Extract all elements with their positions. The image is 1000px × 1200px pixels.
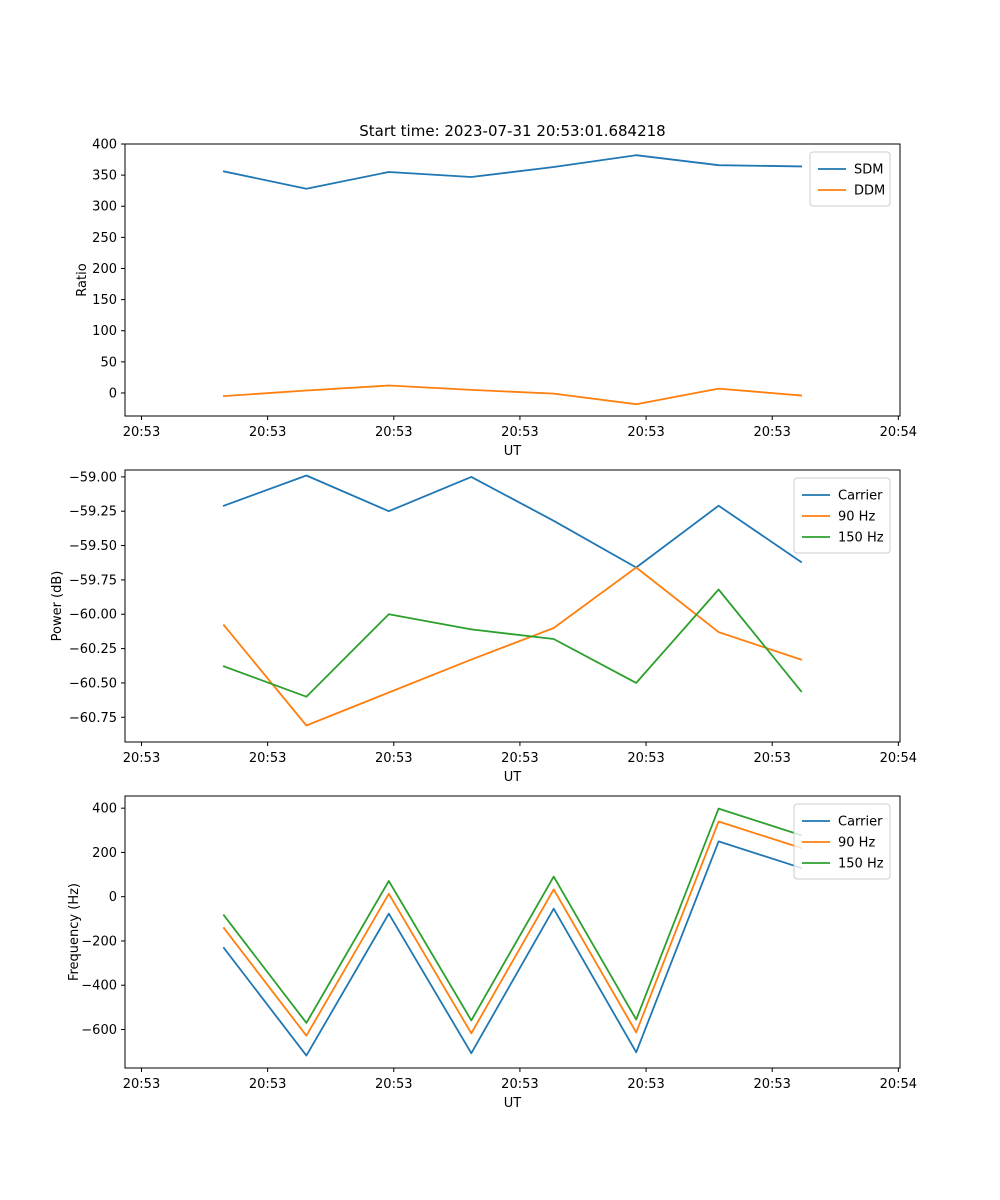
y-tick-label: 50 bbox=[100, 355, 117, 370]
chart-panel-1: Start time: 2023-07-31 20:53:01.684218 20… bbox=[75, 122, 917, 459]
x-tick-label: 20:53 bbox=[501, 1077, 538, 1092]
chart-panel-3: 20:53 20:53 20:53 20:53 20:53 20:53 20:54 −600 −… bbox=[67, 795, 917, 1111]
y-tick-label: −400 bbox=[81, 979, 117, 994]
y-tick-label: −59.75 bbox=[69, 573, 117, 588]
y-axis-label: Ratio bbox=[75, 263, 90, 296]
axes-frame bbox=[124, 469, 901, 743]
legend: Carrier 90 Hz 150 Hz bbox=[793, 477, 891, 554]
legend-box bbox=[793, 477, 891, 554]
chart-panel-2: 20:53 20:53 20:53 20:53 20:53 20:53 20:54 −60.7… bbox=[50, 469, 917, 785]
legend-label: 90 Hz bbox=[838, 836, 875, 851]
x-tick-label: 20:53 bbox=[375, 1077, 412, 1092]
x-tick-label: 20:53 bbox=[123, 425, 160, 440]
legend-label: Carrier bbox=[838, 489, 883, 504]
legend-label: 90 Hz bbox=[838, 510, 875, 525]
y-tick-label: −60.00 bbox=[69, 608, 117, 623]
series-line-sdm bbox=[222, 154, 803, 190]
series-line-90-hz bbox=[222, 566, 803, 727]
axes-frame bbox=[124, 795, 901, 1069]
legend-label: SDM bbox=[854, 163, 883, 178]
x-axis-label: UT bbox=[504, 444, 522, 459]
legend: SDM DDM bbox=[809, 151, 891, 207]
axes-frame bbox=[124, 143, 901, 417]
x-tick-label: 20:53 bbox=[627, 1077, 664, 1092]
x-tick-label: 20:53 bbox=[753, 425, 790, 440]
x-tick-label: 20:54 bbox=[880, 425, 917, 440]
y-tick-label: 200 bbox=[92, 846, 117, 861]
y-axis-label: Frequency (Hz) bbox=[67, 883, 82, 981]
series-line-90-hz bbox=[222, 820, 803, 1037]
legend: Carrier 90 Hz 150 Hz bbox=[793, 803, 891, 880]
y-tick-label: −600 bbox=[81, 1023, 117, 1038]
y-tick-label: −60.25 bbox=[69, 642, 117, 657]
y-tick-label: −200 bbox=[81, 934, 117, 949]
x-tick-label: 20:54 bbox=[880, 1077, 917, 1092]
legend-box bbox=[809, 151, 891, 207]
y-tick-label: −60.75 bbox=[69, 711, 117, 726]
series-line-150-hz bbox=[222, 588, 803, 698]
y-tick-label: 350 bbox=[92, 169, 117, 184]
y-axis-label: Power (dB) bbox=[50, 571, 65, 642]
series-line-150-hz bbox=[222, 807, 803, 1024]
y-tick-label: −60.50 bbox=[69, 676, 117, 691]
y-tick-label: 300 bbox=[92, 200, 117, 215]
legend-label: DDM bbox=[854, 184, 885, 199]
y-tick-label: 0 bbox=[109, 386, 117, 401]
x-axis-label: UT bbox=[504, 1096, 522, 1111]
y-tick-label: 250 bbox=[92, 231, 117, 246]
x-tick-label: 20:53 bbox=[753, 1077, 790, 1092]
x-axis-label: UT bbox=[504, 770, 522, 785]
y-tick-label: 100 bbox=[92, 324, 117, 339]
x-tick-label: 20:53 bbox=[123, 751, 160, 766]
x-tick-label: 20:53 bbox=[501, 751, 538, 766]
x-tick-label: 20:53 bbox=[501, 425, 538, 440]
legend-label: Carrier bbox=[838, 815, 883, 830]
y-tick-label: −59.25 bbox=[69, 505, 117, 520]
y-tick-label: −59.00 bbox=[69, 470, 117, 485]
y-tick-label: 150 bbox=[92, 293, 117, 308]
series-line-ddm bbox=[222, 384, 803, 406]
x-tick-label: 20:53 bbox=[375, 751, 412, 766]
chart-title: Start time: 2023-07-31 20:53:01.684218 bbox=[359, 122, 665, 140]
x-tick-label: 20:53 bbox=[753, 751, 790, 766]
series-line-carrier bbox=[222, 474, 803, 569]
x-tick-label: 20:53 bbox=[249, 1077, 286, 1092]
x-tick-label: 20:54 bbox=[880, 751, 917, 766]
x-tick-label: 20:53 bbox=[627, 751, 664, 766]
y-tick-label: 200 bbox=[92, 262, 117, 277]
legend-box bbox=[793, 803, 891, 880]
x-tick-label: 20:53 bbox=[375, 425, 412, 440]
legend-label: 150 Hz bbox=[838, 531, 884, 546]
y-tick-label: 400 bbox=[92, 802, 117, 817]
x-tick-label: 20:53 bbox=[249, 425, 286, 440]
x-tick-label: 20:53 bbox=[627, 425, 664, 440]
legend-label: 150 Hz bbox=[838, 857, 884, 872]
series-line-carrier bbox=[222, 840, 803, 1057]
y-tick-label: −59.50 bbox=[69, 539, 117, 554]
y-tick-label: 0 bbox=[109, 890, 117, 905]
y-tick-label: 400 bbox=[92, 138, 117, 153]
x-tick-label: 20:53 bbox=[249, 751, 286, 766]
x-tick-label: 20:53 bbox=[123, 1077, 160, 1092]
